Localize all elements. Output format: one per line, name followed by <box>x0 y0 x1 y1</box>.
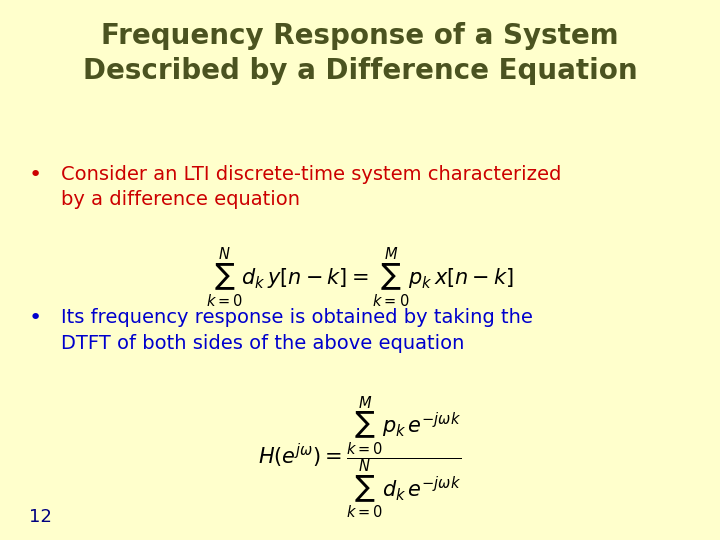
Text: Frequency Response of a System
Described by a Difference Equation: Frequency Response of a System Described… <box>83 22 637 85</box>
Text: Its frequency response is obtained by taking the
DTFT of both sides of the above: Its frequency response is obtained by ta… <box>61 308 533 353</box>
Text: 12: 12 <box>29 509 52 526</box>
Text: •: • <box>29 165 42 185</box>
Text: •: • <box>29 308 42 328</box>
Text: $H(e^{j\omega}) = \dfrac{\sum_{k=0}^{M} p_k\, e^{-j\omega k}}{\sum_{k=0}^{N} d_k: $H(e^{j\omega}) = \dfrac{\sum_{k=0}^{M} … <box>258 394 462 521</box>
Text: $\sum_{k=0}^{N} d_k\, y[n-k] = \sum_{k=0}^{M} p_k\, x[n-k]$: $\sum_{k=0}^{N} d_k\, y[n-k] = \sum_{k=0… <box>206 246 514 308</box>
Text: Consider an LTI discrete-time system characterized
by a difference equation: Consider an LTI discrete-time system cha… <box>61 165 562 210</box>
